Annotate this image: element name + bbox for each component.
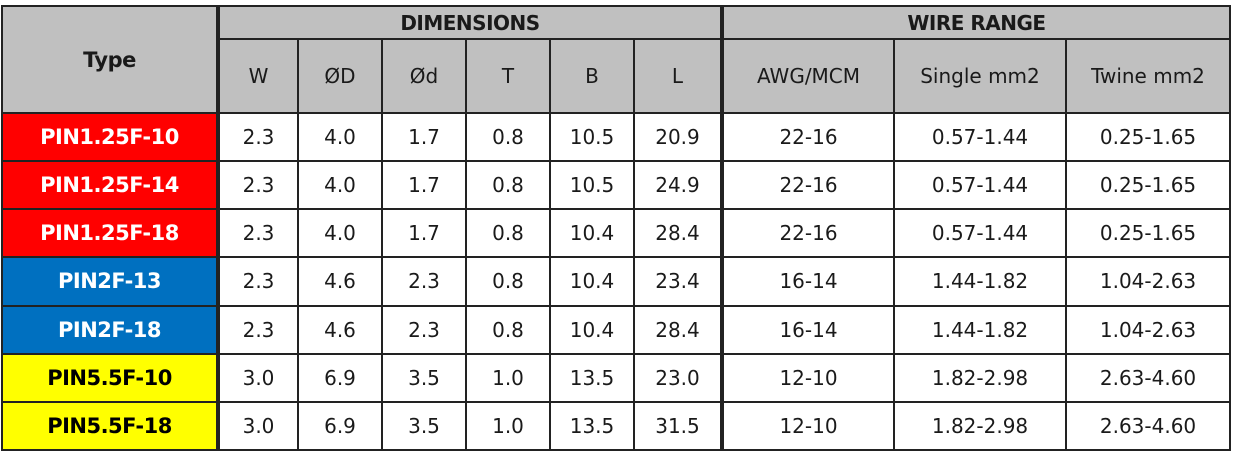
table-row: PIN5.5F-18 3.0 6.9 3.5 1.0 13.5 31.5 12-…	[1, 400, 1231, 452]
table-row: PIN2F-18 2.3 4.6 2.3 0.8 10.4 28.4 16-14…	[1, 304, 1231, 355]
column-header-awg: AWG/MCM	[720, 38, 895, 114]
cell-outer-diameter: 4.0	[297, 111, 383, 163]
type-cell: PIN2F-18	[1, 304, 220, 355]
cell-l: 20.9	[633, 111, 723, 163]
cell-w: 2.3	[217, 111, 299, 163]
cell-single-mm2: 1.82-2.98	[893, 400, 1067, 452]
cell-l: 28.4	[633, 304, 723, 355]
cell-twine-mm2: 1.04-2.63	[1065, 304, 1231, 355]
cell-inner-diameter: 1.7	[381, 208, 467, 259]
cell-b: 10.5	[549, 111, 635, 163]
cell-t: 0.8	[465, 160, 551, 211]
cell-single-mm2: 0.57-1.44	[893, 208, 1067, 259]
cell-t: 0.8	[465, 208, 551, 259]
cell-b: 13.5	[549, 400, 635, 452]
column-header-inner-diameter: Ød	[381, 38, 467, 114]
wire-range-group-header: WIRE RANGE	[720, 5, 1231, 40]
cell-outer-diameter: 4.0	[297, 160, 383, 211]
cell-b: 10.4	[549, 256, 635, 307]
cell-w: 3.0	[217, 352, 299, 403]
cell-single-mm2: 0.57-1.44	[893, 160, 1067, 211]
cell-inner-diameter: 1.7	[381, 160, 467, 211]
cell-w: 3.0	[217, 400, 299, 452]
spec-table: Type DIMENSIONS WIRE RANGE W ØD Ød T B L…	[1, 5, 1231, 452]
table-row: PIN1.25F-14 2.3 4.0 1.7 0.8 10.5 24.9 22…	[1, 160, 1231, 211]
column-header-single-mm2: Single mm2	[893, 38, 1067, 114]
column-header-l: L	[633, 38, 723, 114]
type-cell: PIN5.5F-10	[1, 352, 220, 403]
dimensions-group-header: DIMENSIONS	[217, 5, 723, 40]
cell-inner-diameter: 2.3	[381, 304, 467, 355]
cell-w: 2.3	[217, 256, 299, 307]
cell-awg: 12-10	[720, 400, 895, 452]
column-header-b: B	[549, 38, 635, 114]
cell-l: 31.5	[633, 400, 723, 452]
cell-t: 0.8	[465, 304, 551, 355]
column-header-w: W	[217, 38, 299, 114]
cell-awg: 22-16	[720, 160, 895, 211]
cell-single-mm2: 1.82-2.98	[893, 352, 1067, 403]
table-row: PIN1.25F-10 2.3 4.0 1.7 0.8 10.5 20.9 22…	[1, 111, 1231, 163]
cell-b: 13.5	[549, 352, 635, 403]
cell-outer-diameter: 6.9	[297, 352, 383, 403]
cell-w: 2.3	[217, 304, 299, 355]
cell-l: 28.4	[633, 208, 723, 259]
cell-inner-diameter: 3.5	[381, 400, 467, 452]
cell-t: 1.0	[465, 400, 551, 452]
cell-inner-diameter: 1.7	[381, 111, 467, 163]
cell-inner-diameter: 2.3	[381, 256, 467, 307]
cell-awg: 22-16	[720, 111, 895, 163]
table-row: PIN1.25F-18 2.3 4.0 1.7 0.8 10.4 28.4 22…	[1, 208, 1231, 259]
cell-l: 24.9	[633, 160, 723, 211]
cell-t: 0.8	[465, 256, 551, 307]
cell-l: 23.4	[633, 256, 723, 307]
cell-l: 23.0	[633, 352, 723, 403]
cell-twine-mm2: 0.25-1.65	[1065, 160, 1231, 211]
type-cell: PIN1.25F-10	[1, 111, 220, 163]
cell-awg: 16-14	[720, 256, 895, 307]
cell-b: 10.5	[549, 160, 635, 211]
type-cell: PIN1.25F-18	[1, 208, 220, 259]
cell-w: 2.3	[217, 208, 299, 259]
type-cell: PIN2F-13	[1, 256, 220, 307]
type-column-header: Type	[1, 5, 220, 114]
type-cell: PIN5.5F-18	[1, 400, 220, 452]
cell-twine-mm2: 2.63-4.60	[1065, 400, 1231, 452]
cell-twine-mm2: 0.25-1.65	[1065, 111, 1231, 163]
cell-awg: 16-14	[720, 304, 895, 355]
table-row: PIN2F-13 2.3 4.6 2.3 0.8 10.4 23.4 16-14…	[1, 256, 1231, 307]
cell-single-mm2: 1.44-1.82	[893, 256, 1067, 307]
column-header-t: T	[465, 38, 551, 114]
cell-b: 10.4	[549, 304, 635, 355]
cell-t: 1.0	[465, 352, 551, 403]
cell-outer-diameter: 4.6	[297, 304, 383, 355]
cell-outer-diameter: 6.9	[297, 400, 383, 452]
cell-twine-mm2: 1.04-2.63	[1065, 256, 1231, 307]
type-cell: PIN1.25F-14	[1, 160, 220, 211]
cell-t: 0.8	[465, 111, 551, 163]
table-row: PIN5.5F-10 3.0 6.9 3.5 1.0 13.5 23.0 12-…	[1, 352, 1231, 403]
cell-single-mm2: 0.57-1.44	[893, 111, 1067, 163]
cell-outer-diameter: 4.6	[297, 256, 383, 307]
cell-inner-diameter: 3.5	[381, 352, 467, 403]
cell-b: 10.4	[549, 208, 635, 259]
cell-awg: 12-10	[720, 352, 895, 403]
cell-awg: 22-16	[720, 208, 895, 259]
cell-w: 2.3	[217, 160, 299, 211]
cell-twine-mm2: 2.63-4.60	[1065, 352, 1231, 403]
cell-single-mm2: 1.44-1.82	[893, 304, 1067, 355]
column-header-twine-mm2: Twine mm2	[1065, 38, 1231, 114]
cell-twine-mm2: 0.25-1.65	[1065, 208, 1231, 259]
cell-outer-diameter: 4.0	[297, 208, 383, 259]
column-header-outer-diameter: ØD	[297, 38, 383, 114]
